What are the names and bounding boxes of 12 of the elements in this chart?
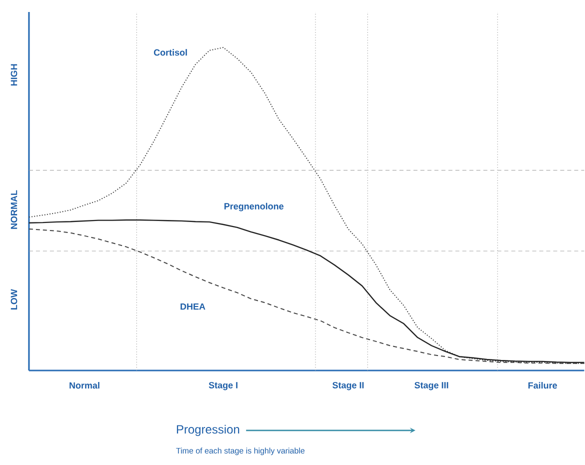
- text: Progression: [176, 424, 240, 436]
- text: HIGH: [10, 64, 18, 86]
- x-tick-label: Failure: [528, 382, 557, 388]
- series-label: Pregnenolone: [224, 202, 284, 212]
- x-tick-label: Stage III: [414, 382, 448, 390]
- text: LOW: [10, 288, 18, 310]
- series-label: Cortisol: [154, 48, 187, 56]
- x-tick-label: Stage I: [208, 382, 238, 390]
- x-tick-label: Normal: [70, 382, 100, 388]
- text: NORMAL: [10, 190, 18, 229]
- text: DHEA: [180, 303, 206, 310]
- x-tick-label: Stage II: [332, 382, 364, 390]
